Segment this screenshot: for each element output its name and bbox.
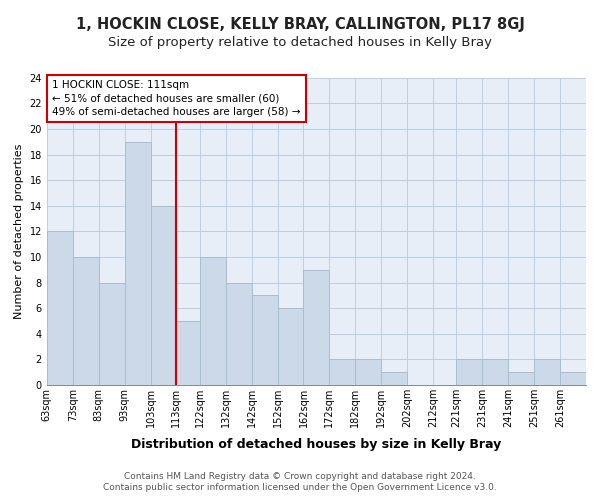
Bar bbox=[125, 142, 151, 385]
X-axis label: Distribution of detached houses by size in Kelly Bray: Distribution of detached houses by size … bbox=[131, 438, 502, 451]
Bar bbox=[381, 372, 407, 385]
Bar bbox=[560, 372, 586, 385]
Bar bbox=[200, 257, 226, 385]
Bar bbox=[151, 206, 176, 385]
Bar bbox=[508, 372, 534, 385]
Bar bbox=[98, 282, 125, 385]
Bar bbox=[304, 270, 329, 385]
Y-axis label: Number of detached properties: Number of detached properties bbox=[14, 144, 24, 319]
Text: 1 HOCKIN CLOSE: 111sqm
← 51% of detached houses are smaller (60)
49% of semi-det: 1 HOCKIN CLOSE: 111sqm ← 51% of detached… bbox=[52, 80, 301, 117]
Text: Contains HM Land Registry data © Crown copyright and database right 2024.: Contains HM Land Registry data © Crown c… bbox=[124, 472, 476, 481]
Bar bbox=[278, 308, 304, 385]
Bar bbox=[226, 282, 251, 385]
Bar bbox=[329, 360, 355, 385]
Bar bbox=[251, 296, 278, 385]
Bar bbox=[355, 360, 381, 385]
Bar bbox=[534, 360, 560, 385]
Text: 1, HOCKIN CLOSE, KELLY BRAY, CALLINGTON, PL17 8GJ: 1, HOCKIN CLOSE, KELLY BRAY, CALLINGTON,… bbox=[76, 18, 524, 32]
Bar bbox=[457, 360, 482, 385]
Text: Size of property relative to detached houses in Kelly Bray: Size of property relative to detached ho… bbox=[108, 36, 492, 49]
Text: Contains public sector information licensed under the Open Government Licence v3: Contains public sector information licen… bbox=[103, 483, 497, 492]
Bar bbox=[73, 257, 98, 385]
Bar bbox=[47, 232, 73, 385]
Bar bbox=[482, 360, 508, 385]
Bar bbox=[176, 321, 200, 385]
